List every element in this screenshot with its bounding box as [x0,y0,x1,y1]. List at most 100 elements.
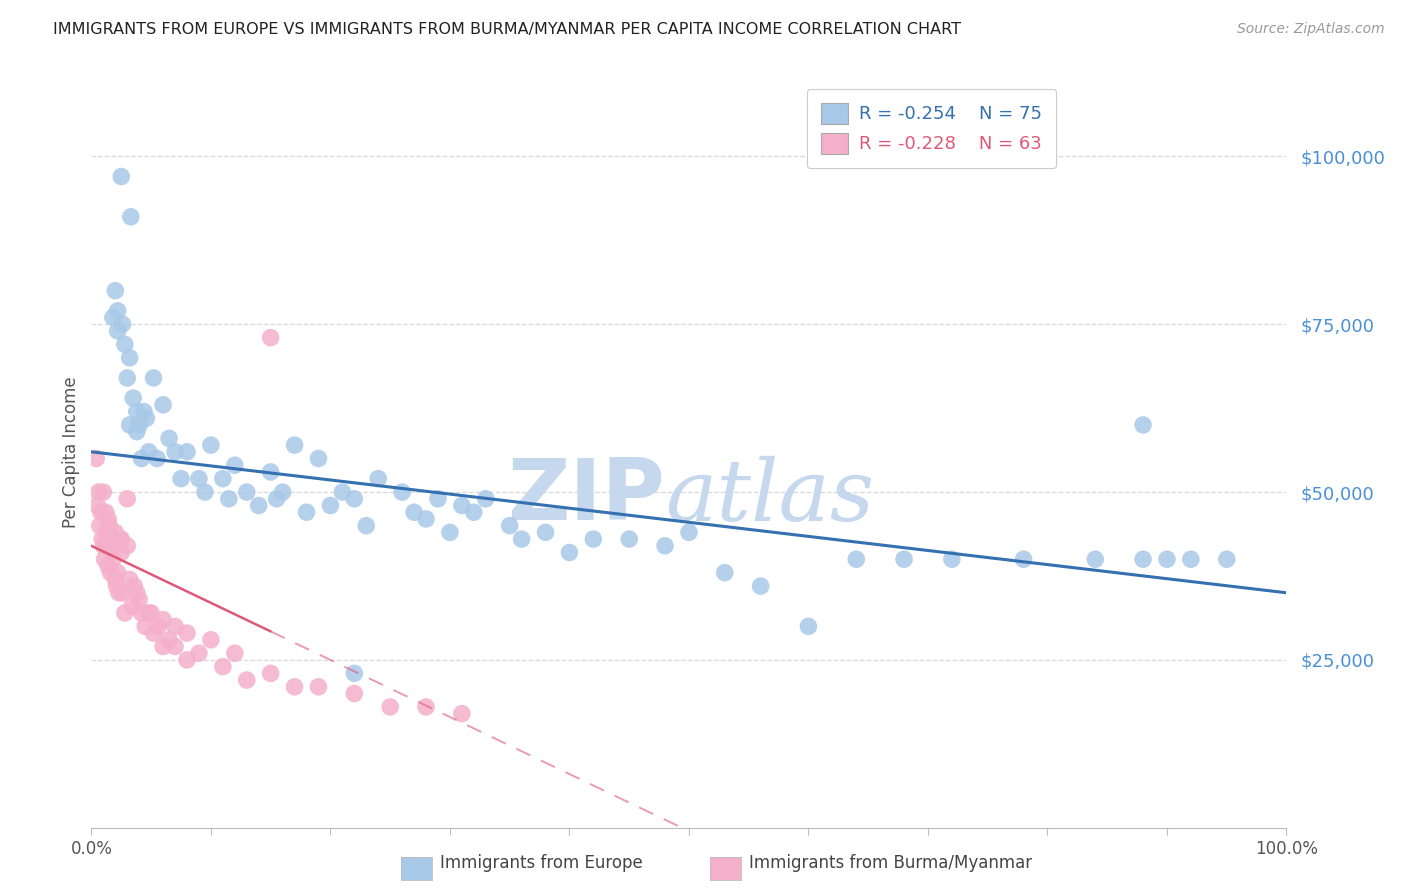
Point [89,518,111,533]
Point [94,505,117,519]
Point [108,586,131,600]
Point [224,458,246,473]
Point [163,619,186,633]
Point [163,444,186,458]
Point [235,673,259,687]
Point [1180,552,1202,566]
Point [343,491,366,506]
Point [1084,552,1107,566]
Point [200,632,222,647]
Point [93,552,115,566]
Point [1156,552,1178,566]
Point [125,586,148,600]
Point [619,532,641,546]
Point [259,666,281,681]
Point [132,404,155,418]
Point [96,525,118,540]
Point [200,438,222,452]
Legend: R = -0.254    N = 75, R = -0.228    N = 63: R = -0.254 N = 75, R = -0.228 N = 63 [807,88,1056,169]
Point [224,646,246,660]
Point [111,586,134,600]
Point [391,485,413,500]
Point [110,545,132,559]
Point [146,451,169,466]
Point [93,539,114,553]
Point [101,552,124,566]
Point [124,579,146,593]
Point [343,666,366,681]
Point [378,700,402,714]
Point [125,404,148,418]
Point [415,700,437,714]
Point [176,626,198,640]
Point [104,284,127,298]
Point [125,425,148,439]
Point [115,371,138,385]
Point [91,532,114,546]
Point [307,451,329,466]
Point [284,680,307,694]
Point [93,485,114,500]
Point [343,686,366,700]
Point [86,499,108,513]
Point [797,619,820,633]
Point [367,472,389,486]
Point [135,411,157,425]
Point [187,472,211,486]
Point [100,566,122,580]
Point [235,485,259,500]
Point [319,499,342,513]
Point [114,337,136,351]
Point [307,680,329,694]
Point [98,518,121,533]
Point [211,472,233,486]
Point [98,539,121,553]
Point [678,525,700,540]
Point [110,169,132,184]
Point [142,371,165,385]
Point [1012,552,1035,566]
Point [194,485,217,500]
Point [97,558,120,573]
Point [118,417,141,432]
Point [1132,417,1154,432]
Point [101,310,124,325]
Y-axis label: Per Capita Income: Per Capita Income [62,376,80,527]
Point [749,579,772,593]
Point [84,451,107,466]
Point [845,552,868,566]
Point [152,398,174,412]
Point [211,659,233,673]
Point [90,505,112,519]
Point [582,532,605,546]
Point [152,640,174,654]
Point [105,579,128,593]
Point [295,505,318,519]
Point [110,532,132,546]
Text: atlas: atlas [665,456,875,538]
Point [332,485,354,500]
Point [163,640,186,654]
Point [284,438,307,452]
Point [474,491,498,506]
Point [450,706,472,721]
Text: Immigrants from Burma/Myanmar: Immigrants from Burma/Myanmar [749,855,1032,872]
Point [654,539,676,553]
Point [714,566,737,580]
Point [187,646,211,660]
Point [104,573,127,587]
Text: ZIP: ZIP [508,456,665,539]
Point [354,518,377,533]
Point [104,525,127,540]
Point [131,606,153,620]
Point [115,491,138,506]
Point [115,539,138,553]
Point [107,566,129,580]
Point [138,444,160,458]
Point [176,444,198,458]
Point [111,317,134,331]
Point [266,491,288,506]
Point [148,619,170,633]
Point [131,451,153,466]
Point [118,351,141,365]
